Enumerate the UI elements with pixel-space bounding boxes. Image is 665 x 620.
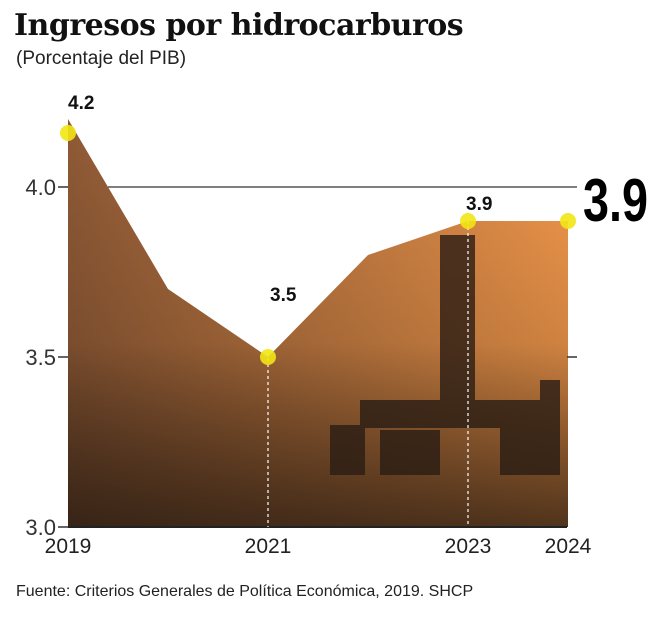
x-tick-label: 2024 (545, 535, 592, 558)
y-tick-label: 4.0 (25, 175, 56, 200)
chart-subtitle: (Porcentaje del PIB) (16, 48, 187, 69)
data-label: 3.9 (466, 194, 492, 215)
data-point-marker (560, 213, 576, 229)
data-point-marker (460, 213, 476, 229)
x-tick-label: 2019 (45, 535, 92, 558)
data-point-marker (260, 349, 276, 365)
area-shading (68, 119, 568, 527)
oil-rig-image (330, 235, 560, 475)
y-tick-label: 3.0 (25, 515, 56, 540)
data-label: 3.5 (270, 285, 297, 306)
x-tick-label: 2021 (245, 535, 292, 558)
data-point-marker (60, 125, 76, 141)
chart-title: Ingresos por hidrocarburos (14, 8, 464, 43)
source-note: Fuente: Criterios Generales de Política … (16, 583, 474, 600)
data-label: 4.2 (68, 93, 94, 114)
x-tick-label: 2023 (445, 535, 492, 558)
y-tick-label: 3.5 (25, 345, 56, 370)
highlight-value: 3.9 (583, 167, 648, 234)
